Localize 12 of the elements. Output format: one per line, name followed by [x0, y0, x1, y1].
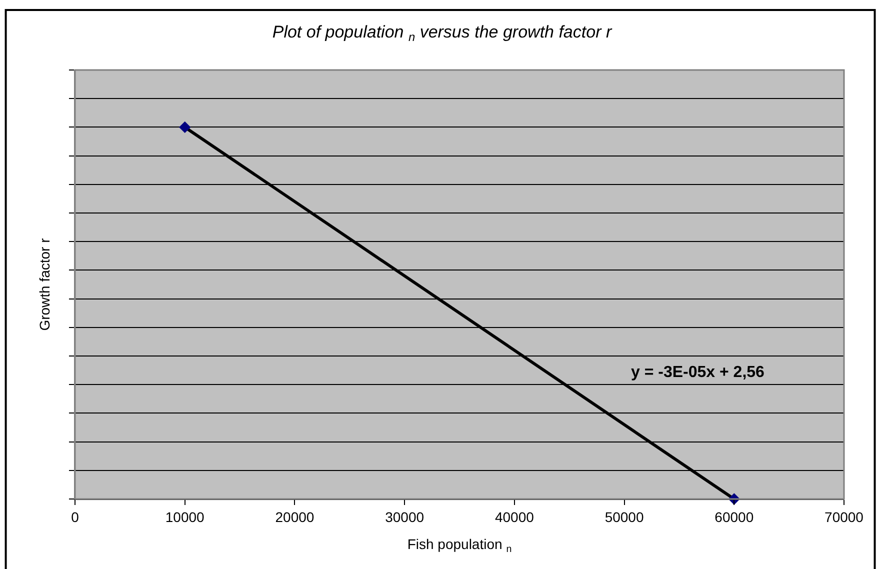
- annotation: y = -3E-05x + 2,56: [631, 364, 765, 381]
- x-tick-label: 70000: [824, 508, 864, 525]
- chart-title: Plot of population $_{n}$ versus the growth factor r: [272, 22, 613, 44]
- x-tick-label: 50000: [604, 508, 644, 525]
- x-tick-label: 20000: [275, 508, 314, 525]
- x-axis-title: Fish population $_{n}$: [407, 536, 512, 556]
- x-tick-label: 40000: [494, 508, 534, 525]
- x-tick-label: 0: [71, 508, 80, 525]
- x-tick-label: 60000: [714, 508, 754, 525]
- x-tick-label: 10000: [165, 508, 205, 525]
- y-axis-title: Growth factor r: [36, 238, 53, 331]
- x-tick-label: 30000: [385, 508, 424, 525]
